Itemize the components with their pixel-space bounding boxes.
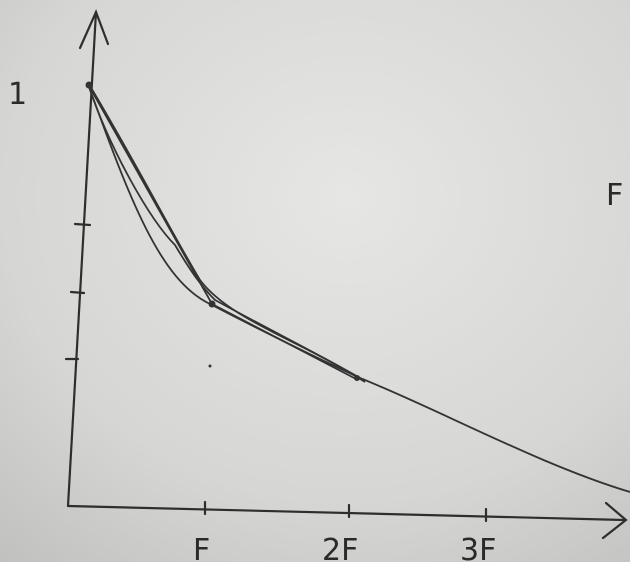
dot <box>209 365 212 368</box>
point <box>209 301 216 308</box>
page: {"y_axis": {"label": "1"}, "x_axis": {"l… <box>0 0 630 562</box>
y-label: 1 <box>8 77 27 112</box>
x-label: 3F <box>460 533 496 562</box>
paper <box>0 0 630 562</box>
point <box>86 82 93 89</box>
margin-note: F <box>606 178 623 213</box>
x-label: F <box>193 533 210 562</box>
sketch: 1 F 2F 3F F <box>0 0 630 562</box>
x-label: 2F <box>322 533 358 562</box>
point <box>354 375 360 381</box>
